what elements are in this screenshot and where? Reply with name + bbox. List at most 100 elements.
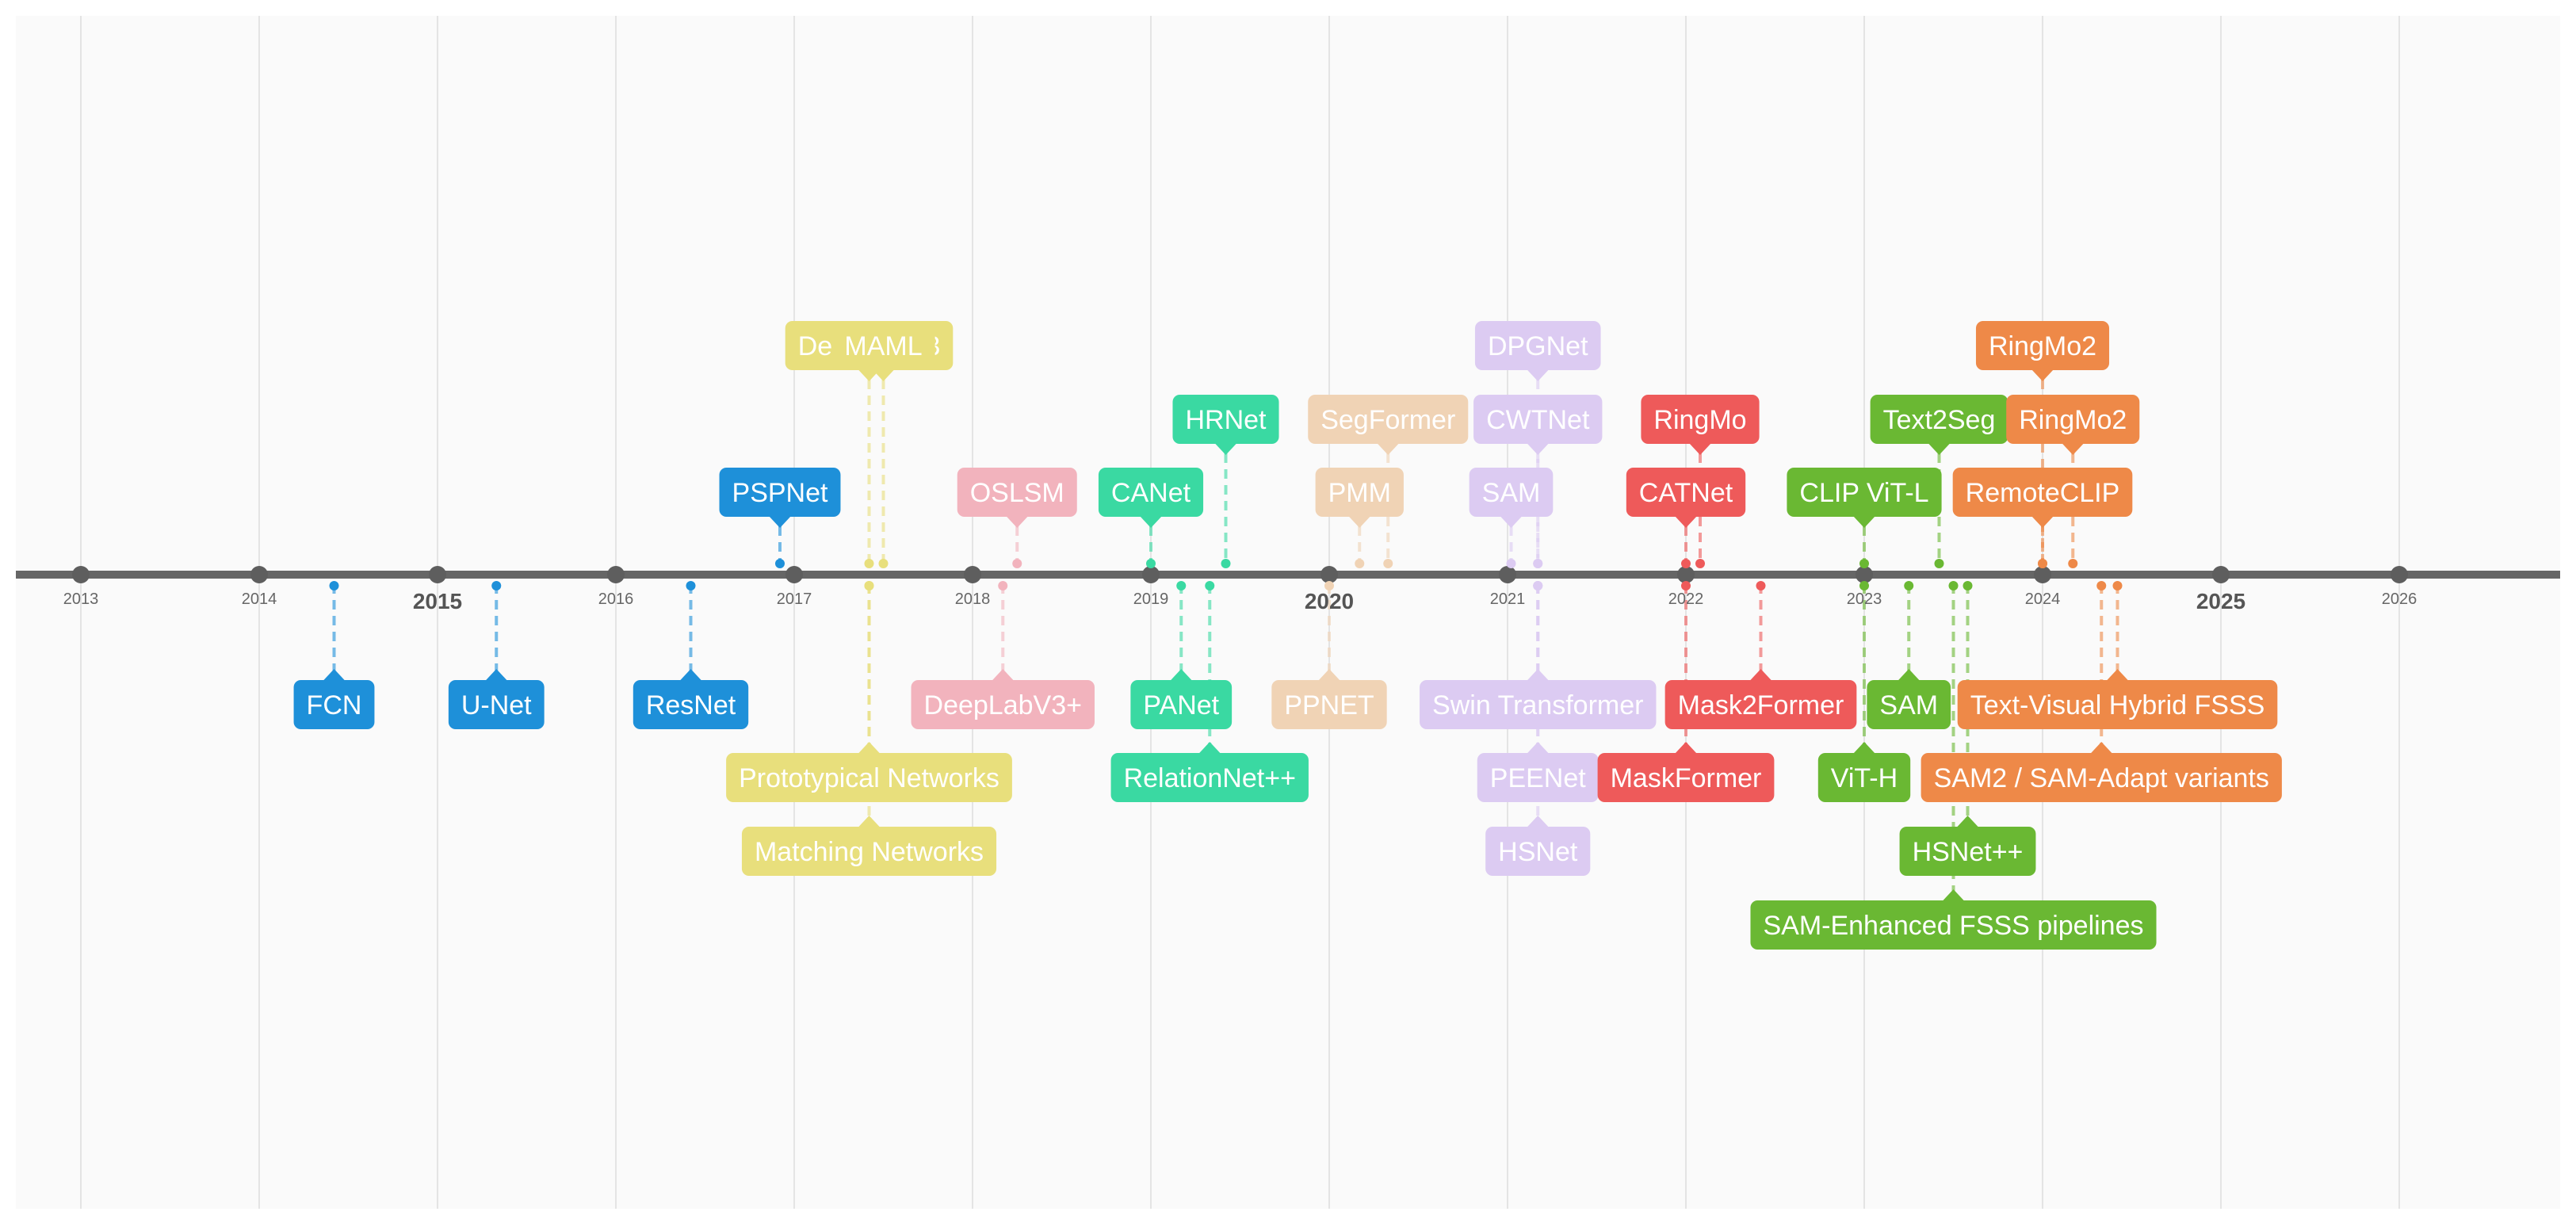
event-box-ringmo2[interactable] xyxy=(1975,321,2110,370)
event-catnet[interactable]: CATNet xyxy=(1626,468,1746,568)
pointer-maskformer xyxy=(1675,742,1697,754)
event-relationnet[interactable]: RelationNet++ xyxy=(1110,581,1309,802)
pointer-mask2former xyxy=(1749,669,1772,681)
event-box-remoteclip[interactable] xyxy=(1952,468,2133,517)
event-pspnet[interactable]: PSPNet xyxy=(719,468,841,568)
event-sam2-sam-adapt-variants[interactable]: SAM2 / SAM-Adapt variants xyxy=(1921,581,2282,802)
event-clip-vit-l[interactable]: CLIP ViT-L xyxy=(1787,468,1942,568)
event-sam[interactable]: SAM xyxy=(1867,581,1951,729)
event-box-hsnet[interactable] xyxy=(1485,827,1591,876)
event-matching-networks[interactable]: Matching Networks xyxy=(741,581,997,876)
event-label-dpgnet: DPGNet xyxy=(1488,331,1588,361)
event-box-mask2former[interactable] xyxy=(1664,680,1857,729)
event-dot-deeplabv3 xyxy=(864,559,874,568)
event-box-pmm[interactable] xyxy=(1315,468,1404,517)
event-ppnet[interactable]: PPNET xyxy=(1271,581,1387,729)
event-box-matching-networks[interactable] xyxy=(741,827,997,876)
event-remoteclip[interactable]: RemoteCLIP xyxy=(1952,468,2133,568)
event-vit-h[interactable]: ViT-H xyxy=(1817,581,1911,802)
event-box-sam[interactable] xyxy=(1469,468,1554,517)
event-hsnet[interactable]: HSNet++ xyxy=(1899,581,2036,876)
year-label-2013: 2013 xyxy=(63,590,99,608)
event-box-pspnet[interactable] xyxy=(719,468,841,517)
event-ringmo[interactable]: RingMo xyxy=(1641,395,1760,568)
event-box-ringmo[interactable] xyxy=(1641,395,1760,444)
event-resnet[interactable]: ResNet xyxy=(633,581,749,729)
event-deeplabv3[interactable]: DeepLabV3+ xyxy=(911,581,1095,729)
event-box-fcn[interactable] xyxy=(293,680,375,729)
year-tick-2016 xyxy=(607,566,625,583)
event-dot-relationnet xyxy=(1205,581,1215,590)
event-box-swin-transformer[interactable] xyxy=(1420,680,1657,729)
event-text2seg[interactable]: Text2Seg xyxy=(1870,395,2008,568)
event-ringmo2[interactable]: RingMo2 xyxy=(2006,395,2140,568)
event-dot-resnet xyxy=(686,581,696,590)
event-box-deeplabv3[interactable] xyxy=(911,680,1095,729)
event-box-segformer[interactable] xyxy=(1308,395,1469,444)
event-canet[interactable]: CANet xyxy=(1098,468,1204,568)
event-dpgnet[interactable]: DPGNet xyxy=(1474,321,1601,568)
event-box-catnet[interactable] xyxy=(1626,468,1746,517)
pointer-segformer xyxy=(1377,443,1400,455)
year-tick-2017 xyxy=(785,566,803,583)
event-box-sam2-sam-adapt-variants[interactable] xyxy=(1921,753,2282,802)
event-box-u-net[interactable] xyxy=(448,680,545,729)
event-sam-enhanced-fsss-pipelines[interactable]: SAM-Enhanced FSSS pipelines xyxy=(1750,581,2157,950)
event-box-hrnet[interactable] xyxy=(1172,395,1279,444)
event-box-maml[interactable] xyxy=(831,321,935,370)
event-box-text-visual-hybrid-fsss[interactable] xyxy=(1957,680,2278,729)
event-box-vit-h[interactable] xyxy=(1817,753,1911,802)
event-box-peenet[interactable] xyxy=(1477,753,1599,802)
year-label-2022: 2022 xyxy=(1668,590,1704,608)
event-hsnet[interactable]: HSNet xyxy=(1485,581,1591,876)
pointer-ringmo2 xyxy=(2031,369,2054,381)
event-label-clip-vit-l: CLIP ViT-L xyxy=(1799,478,1928,508)
event-box-cwtnet[interactable] xyxy=(1473,395,1603,444)
event-ringmo2[interactable]: RingMo2 xyxy=(1975,321,2110,568)
event-box-clip-vit-l[interactable] xyxy=(1787,468,1942,517)
event-sam[interactable]: SAM xyxy=(1469,468,1554,568)
year-label-2020: 2020 xyxy=(1305,589,1354,613)
event-pmm[interactable]: PMM xyxy=(1315,468,1404,568)
year-label-2017: 2017 xyxy=(777,590,812,608)
event-box-resnet[interactable] xyxy=(633,680,749,729)
event-box-canet[interactable] xyxy=(1098,468,1204,517)
event-dot-u-net xyxy=(491,581,502,590)
event-maskformer[interactable]: MaskFormer xyxy=(1597,581,1775,802)
event-dot-matching-networks xyxy=(864,581,874,590)
event-box-sam[interactable] xyxy=(1867,680,1951,729)
event-label-text-visual-hybrid-fsss: Text-Visual Hybrid FSSS xyxy=(1970,690,2265,720)
event-box-hsnet[interactable] xyxy=(1899,827,2036,876)
event-dot-panet xyxy=(1176,581,1187,590)
event-box-text2seg[interactable] xyxy=(1870,395,2008,444)
event-panet[interactable]: PANet xyxy=(1130,581,1233,729)
event-box-prototypical-networks[interactable] xyxy=(726,753,1012,802)
event-box-sam-enhanced-fsss-pipelines[interactable] xyxy=(1750,900,2157,950)
event-prototypical-networks[interactable]: Prototypical Networks xyxy=(726,581,1012,802)
pointer-fcn xyxy=(323,669,346,681)
event-u-net[interactable]: U-Net xyxy=(448,581,545,729)
axis-line xyxy=(16,571,2560,579)
event-text-visual-hybrid-fsss[interactable]: Text-Visual Hybrid FSSS xyxy=(1957,581,2278,729)
pointer-canet xyxy=(1140,516,1162,528)
event-box-oslsm[interactable] xyxy=(957,468,1077,517)
event-maml[interactable]: MAML xyxy=(831,321,935,568)
event-label-panet: PANet xyxy=(1143,690,1219,720)
event-segformer[interactable]: SegFormer xyxy=(1308,395,1469,568)
event-box-dpgnet[interactable] xyxy=(1474,321,1601,370)
event-box-maskformer[interactable] xyxy=(1597,753,1775,802)
event-box-panet[interactable] xyxy=(1130,680,1233,729)
event-fcn[interactable]: FCN xyxy=(293,581,375,729)
pointer-sam2-sam-adapt-variants xyxy=(2090,742,2113,754)
event-box-ppnet[interactable] xyxy=(1271,680,1387,729)
event-label-u-net: U-Net xyxy=(461,690,532,720)
event-box-ringmo2[interactable] xyxy=(2006,395,2140,444)
event-swin-transformer[interactable]: Swin Transformer xyxy=(1420,581,1657,729)
event-hrnet[interactable]: HRNet xyxy=(1172,395,1279,568)
event-box-relationnet[interactable] xyxy=(1110,753,1309,802)
event-label-ringmo: RingMo xyxy=(1653,405,1746,435)
event-label-prototypical-networks: Prototypical Networks xyxy=(739,763,999,793)
pointer-peenet xyxy=(1527,742,1550,754)
event-oslsm[interactable]: OSLSM xyxy=(957,468,1077,568)
event-mask2former[interactable]: Mask2Former xyxy=(1664,581,1857,729)
